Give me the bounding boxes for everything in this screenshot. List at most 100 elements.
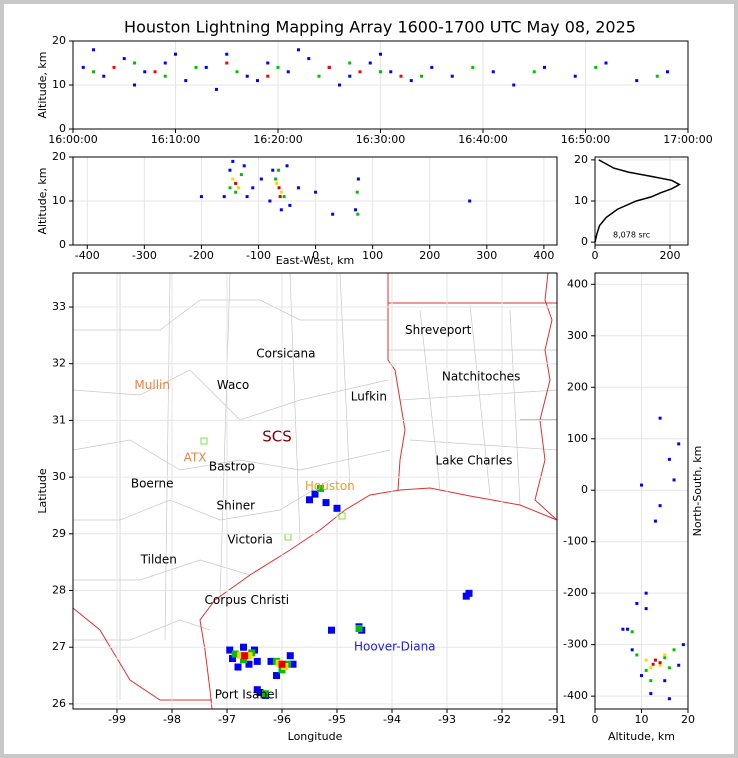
source-point — [274, 177, 278, 181]
source-point — [240, 656, 247, 664]
source-point — [651, 662, 655, 666]
source-point — [311, 490, 319, 498]
source-point — [543, 65, 546, 69]
source-point — [231, 650, 239, 658]
place-label: ATX — [184, 450, 207, 464]
source-point — [468, 199, 472, 203]
source-point — [653, 658, 657, 662]
axes-frame — [594, 156, 689, 246]
source-point — [253, 686, 261, 694]
source-point — [275, 181, 279, 185]
map-outlines — [72, 272, 558, 710]
source-point — [635, 79, 639, 83]
place-label: Hoover-Diana — [354, 640, 436, 654]
x-tick-label: -91 — [548, 713, 566, 726]
source-point — [604, 61, 608, 65]
y-axis-label: Latitude — [36, 468, 49, 514]
source-point — [317, 74, 321, 78]
y-tick-label: 27 — [52, 640, 66, 653]
source-point — [234, 663, 242, 671]
source-point — [253, 657, 261, 665]
source-point — [635, 653, 639, 657]
source-point — [278, 660, 286, 668]
source-point — [174, 52, 177, 56]
place-label: Mullin — [134, 378, 170, 392]
y-tick-label: -400 — [563, 689, 588, 702]
source-point — [242, 164, 246, 168]
source-point — [621, 627, 625, 631]
source-point — [677, 442, 681, 446]
place-label: Port Isabel — [215, 687, 278, 701]
place-label: Lufkin — [351, 390, 387, 404]
axes-frame — [72, 156, 558, 246]
y-axis-label: Altitude, km — [36, 51, 49, 118]
source-point — [653, 519, 657, 523]
y-tick-label: 33 — [52, 300, 66, 313]
y-tick-label: 29 — [52, 527, 66, 540]
y-tick-label: -200 — [563, 586, 588, 599]
source-point — [273, 672, 280, 680]
source-point — [231, 159, 235, 163]
place-label: Tilden — [140, 552, 177, 566]
y-tick-label: 10 — [52, 194, 66, 207]
y-tick-label: 300 — [567, 329, 588, 342]
source-point — [658, 661, 662, 665]
place-label: SCS — [262, 427, 292, 445]
source-point — [163, 74, 167, 78]
source-point — [358, 70, 362, 74]
source-point — [235, 70, 239, 74]
source-point — [276, 65, 280, 69]
source-point — [667, 666, 671, 670]
x-tick-label: 200 — [660, 249, 681, 262]
x-tick-label: 400 — [533, 249, 554, 262]
source-point — [239, 173, 243, 177]
source-point — [228, 168, 232, 172]
axes-frame — [72, 40, 689, 130]
title: Houston Lightning Mapping Array 1600-170… — [124, 18, 636, 37]
source-point — [644, 607, 648, 611]
y-tick-label: 28 — [52, 584, 66, 597]
x-tick-label: 0 — [592, 713, 599, 726]
source-point — [356, 212, 360, 216]
source-point — [471, 65, 475, 69]
source-point — [245, 660, 253, 668]
source-point — [279, 190, 283, 194]
x-tick-label: -95 — [328, 713, 346, 726]
source-point — [237, 186, 241, 190]
source-point — [228, 186, 232, 190]
source-point — [626, 627, 630, 631]
source-point — [286, 652, 294, 660]
place-label: Shreveport — [405, 323, 472, 337]
source-point — [356, 177, 360, 181]
source-point — [153, 70, 157, 74]
source-point — [266, 61, 270, 65]
source-point — [225, 52, 229, 56]
x-tick-label: -92 — [493, 713, 511, 726]
source-point — [237, 651, 245, 659]
place-label: Bastrop — [209, 459, 255, 473]
source-point — [276, 168, 280, 172]
source-point — [409, 79, 413, 83]
source-point — [288, 203, 292, 207]
x-tick-label: 200 — [419, 249, 440, 262]
y-tick-label: 10 — [574, 194, 588, 207]
source-point — [355, 190, 359, 194]
source-point — [222, 195, 226, 199]
place-label: Shiner — [217, 499, 256, 513]
source-point — [663, 653, 667, 657]
x-axis-label: Longitude — [288, 730, 343, 743]
source-point — [640, 674, 643, 678]
source-point — [389, 70, 393, 74]
source-point — [266, 74, 270, 78]
x-tick-label: -300 — [132, 249, 157, 262]
x-tick-label: 16:10:00 — [151, 133, 200, 146]
source-point — [658, 504, 662, 508]
y-tick-label: 26 — [52, 697, 66, 710]
source-point — [644, 658, 648, 662]
source-point — [279, 208, 283, 212]
source-point — [354, 208, 358, 212]
x-tick-label: 300 — [476, 249, 497, 262]
x-tick-label: 0 — [592, 249, 599, 262]
source-point — [649, 679, 653, 683]
source-point — [245, 74, 249, 78]
